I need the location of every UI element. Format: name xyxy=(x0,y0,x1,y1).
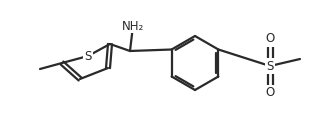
Text: O: O xyxy=(265,32,275,45)
Text: NH₂: NH₂ xyxy=(122,20,144,32)
Text: O: O xyxy=(265,86,275,100)
Text: S: S xyxy=(266,59,274,72)
Text: S: S xyxy=(84,50,92,62)
